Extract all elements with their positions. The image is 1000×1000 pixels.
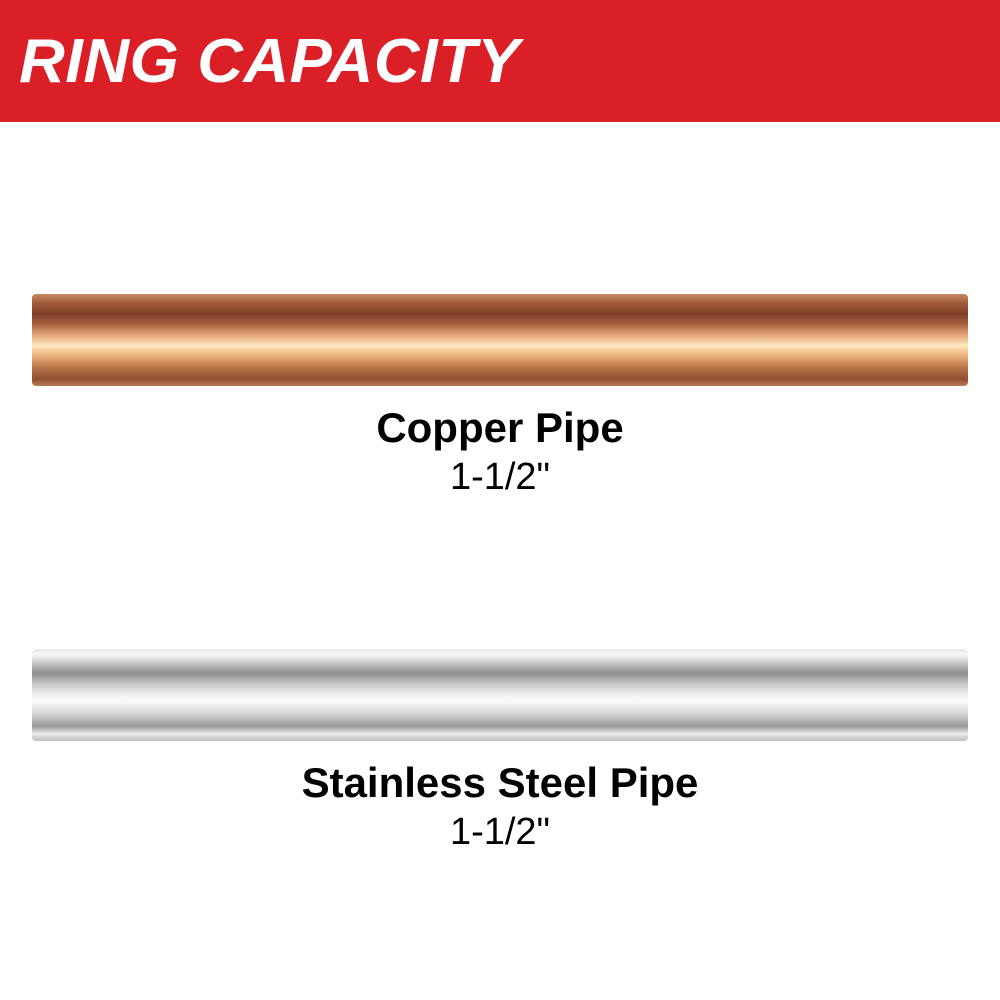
steel-pipe-label: Stainless Steel Pipe [32,759,968,807]
header-bar: RING CAPACITY [0,0,1000,122]
copper-pipe-label: Copper Pipe [32,404,968,452]
content: Copper Pipe 1-1/2" Stainless Steel Pipe … [0,294,1000,854]
steel-pipe-graphic [32,649,968,741]
steel-section: Stainless Steel Pipe 1-1/2" [32,649,968,854]
copper-pipe-graphic [32,294,968,386]
copper-pipe-size: 1-1/2" [32,456,968,499]
header-title: RING CAPACITY [19,26,520,97]
steel-pipe-size: 1-1/2" [32,811,968,854]
copper-section: Copper Pipe 1-1/2" [32,294,968,499]
